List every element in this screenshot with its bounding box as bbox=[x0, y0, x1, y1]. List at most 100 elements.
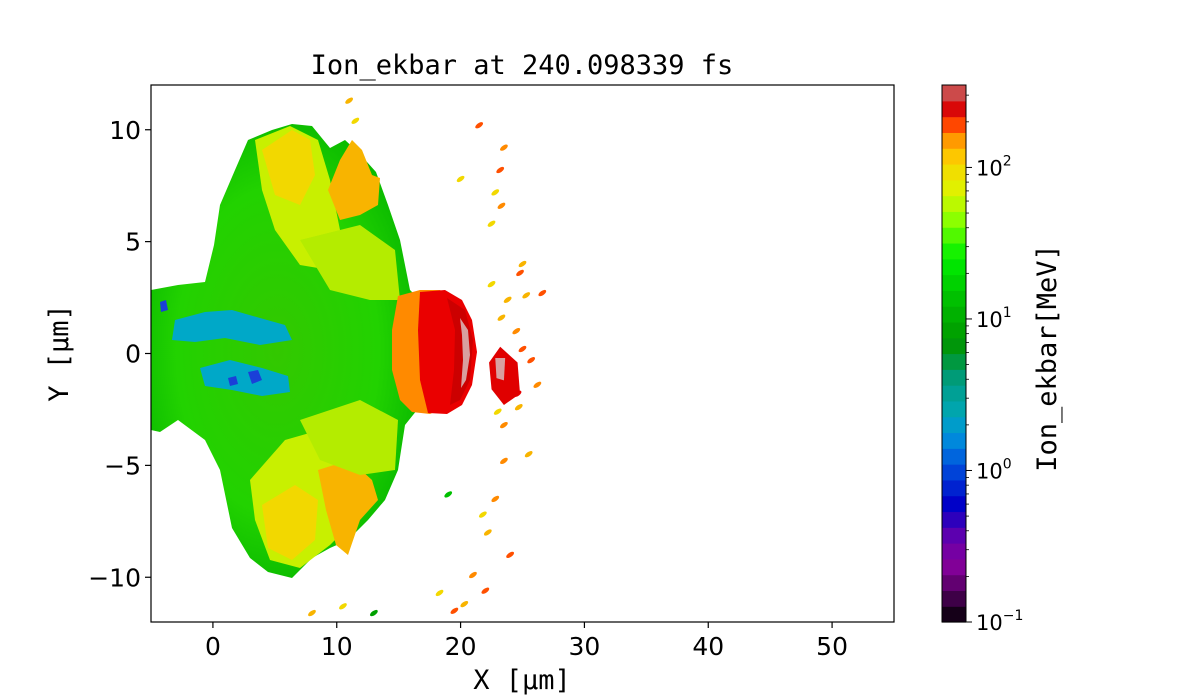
fragment-spot bbox=[456, 175, 465, 183]
colorbar bbox=[941, 84, 967, 623]
colorbar-level bbox=[942, 606, 966, 623]
fragment-spot bbox=[450, 607, 459, 614]
x-tick-label: 40 bbox=[692, 632, 724, 661]
colorbar-tick-label: 100 bbox=[976, 456, 1012, 483]
fragment-spot bbox=[370, 609, 378, 617]
fragment-spot bbox=[460, 600, 469, 608]
fragment-spot bbox=[435, 589, 444, 597]
colorbar-level bbox=[942, 116, 966, 133]
fragment-spot bbox=[496, 166, 505, 174]
y-axis-label: Y [μm] bbox=[44, 304, 75, 402]
fragment-spot bbox=[339, 603, 347, 610]
x-tick-label: 50 bbox=[816, 632, 848, 661]
fragment-spot bbox=[497, 314, 506, 321]
lower-yellow-lobe bbox=[262, 485, 318, 560]
fragment-spot bbox=[497, 202, 506, 209]
fragment-spot bbox=[351, 117, 360, 124]
cyan-core-upper bbox=[172, 310, 292, 345]
colorbar-level bbox=[942, 242, 966, 260]
fragment-spot bbox=[491, 189, 500, 196]
colorbar-level bbox=[942, 290, 966, 307]
fragment-spot bbox=[444, 491, 453, 498]
colorbar-level bbox=[942, 274, 966, 291]
colorbar-level bbox=[942, 306, 966, 323]
fragment-spot bbox=[493, 408, 502, 415]
colorbar-tick-label: 102 bbox=[976, 153, 1012, 180]
colorbar-level bbox=[942, 479, 966, 497]
colorbar-level bbox=[942, 543, 966, 560]
colorbar-label: Ion_ekbar[MeV] bbox=[1032, 244, 1063, 472]
fragment-spot bbox=[500, 457, 508, 465]
colorbar-level bbox=[942, 353, 966, 370]
x-tick-label: 0 bbox=[205, 632, 221, 661]
colorbar-level bbox=[942, 385, 966, 402]
fragment-spot bbox=[469, 571, 477, 579]
fragment-spot bbox=[512, 327, 521, 335]
cyan-core-lower bbox=[200, 360, 290, 396]
fragment-spot bbox=[518, 260, 527, 268]
colorbar-level bbox=[942, 132, 966, 149]
fragment-spot bbox=[538, 289, 547, 297]
colorbar-level bbox=[942, 574, 966, 592]
upper-midzone bbox=[300, 225, 400, 300]
fragment-spot bbox=[491, 495, 500, 503]
colorbar-level bbox=[942, 227, 966, 244]
colorbar-level bbox=[942, 211, 966, 228]
colorbar-frame bbox=[941, 84, 967, 623]
colorbar-level bbox=[942, 369, 966, 386]
lower-midzone bbox=[300, 400, 398, 475]
x-tick-label: 30 bbox=[569, 632, 601, 661]
fragment-spot bbox=[475, 122, 484, 129]
colorbar-level bbox=[942, 195, 966, 212]
shell-inner-dark bbox=[447, 298, 473, 405]
colorbar-level bbox=[942, 321, 966, 339]
fragment-spot bbox=[527, 357, 536, 364]
colorbar-ticks: 10−1 100 101 102 bbox=[966, 94, 1023, 635]
fragment-spot bbox=[483, 529, 492, 536]
shell-pink-highlight bbox=[460, 318, 470, 388]
colorbar-level bbox=[942, 258, 966, 276]
fragment-spot bbox=[516, 269, 524, 277]
upper-spike bbox=[328, 140, 380, 220]
y-axis-ticks: 10 5 0 −5 −10 bbox=[88, 116, 151, 592]
x-tick-label: 20 bbox=[445, 632, 477, 661]
blue-core-spots bbox=[160, 300, 262, 386]
lower-spike bbox=[318, 460, 378, 555]
y-tick-label: −5 bbox=[104, 451, 141, 480]
chart-title: Ion_ekbar at 240.098339 fs bbox=[311, 50, 734, 81]
fragment-spot bbox=[345, 97, 354, 104]
colorbar-level bbox=[942, 511, 966, 528]
colorbar-level bbox=[942, 464, 966, 481]
x-axis-label: X [μm] bbox=[473, 665, 571, 696]
field-area bbox=[151, 85, 894, 622]
fragment-spot bbox=[533, 381, 542, 388]
fragment-spot bbox=[518, 345, 527, 353]
fragment-cluster-core bbox=[495, 357, 506, 381]
fragment-spot bbox=[308, 609, 316, 617]
fragment-spot bbox=[503, 296, 512, 303]
colorbar-level bbox=[942, 163, 966, 181]
colorbar-level bbox=[942, 495, 966, 513]
x-tick-label: 10 bbox=[321, 632, 353, 661]
x-axis-ticks: 0 10 20 30 40 50 bbox=[205, 622, 848, 661]
colorbar-level bbox=[942, 337, 966, 355]
colorbar-level bbox=[942, 100, 966, 118]
colorbar-tick-label: 10−1 bbox=[976, 608, 1023, 635]
fragment-spot bbox=[524, 451, 533, 458]
fragment-spot bbox=[514, 404, 523, 411]
fragment-spot bbox=[500, 144, 508, 151]
upper-yellow-lobe bbox=[262, 130, 315, 205]
colorbar-level bbox=[942, 85, 966, 102]
fragment-spot bbox=[522, 292, 531, 299]
colorbar-level bbox=[942, 432, 966, 449]
colorbar-level bbox=[942, 400, 966, 418]
fragment-spot bbox=[487, 220, 496, 227]
y-tick-label: 5 bbox=[125, 228, 141, 257]
fragment-spot bbox=[481, 587, 490, 594]
fragment-spots bbox=[308, 97, 547, 617]
y-tick-label: 0 bbox=[125, 340, 141, 369]
y-tick-label: 10 bbox=[109, 116, 141, 145]
colorbar-tick-label: 101 bbox=[976, 305, 1012, 332]
colorbar-level bbox=[942, 527, 966, 544]
